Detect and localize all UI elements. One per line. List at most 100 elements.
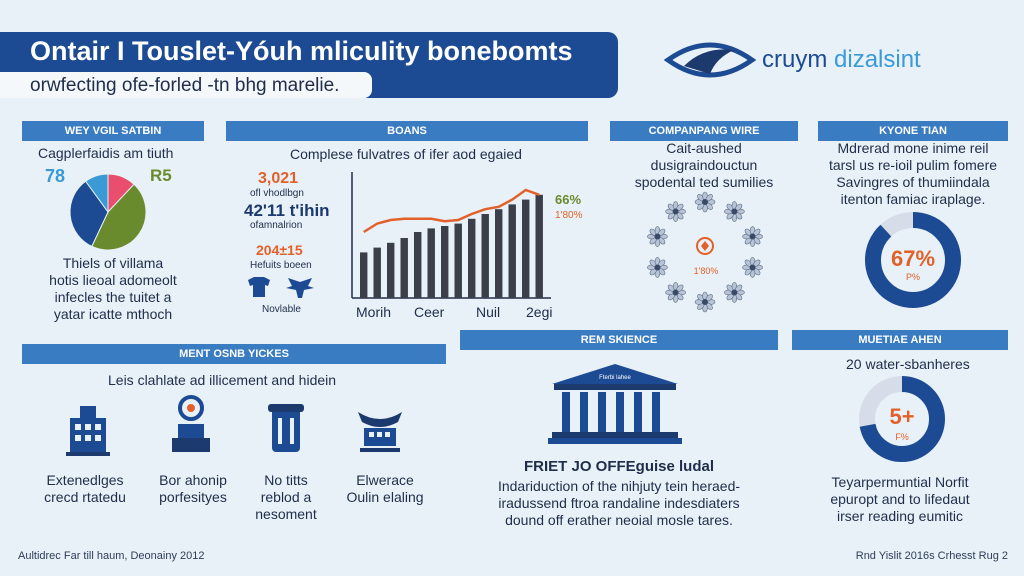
x-label: Morih: [356, 304, 392, 320]
chart-bar: [360, 252, 368, 298]
flower-icon: [724, 201, 745, 222]
panel1-line: Thiels of villama: [62, 255, 164, 271]
bar-chart: [351, 172, 551, 299]
pie-slice: [84, 173, 109, 214]
flower-icon: [665, 201, 686, 222]
panel4-line: itenton famiac iraplage.: [840, 191, 986, 207]
donut-chart-2: [859, 376, 945, 462]
panel5-item: Bor ahonip porfesityes: [138, 472, 248, 506]
stat3-label: Hefuits boeen: [250, 260, 312, 271]
page-title: Ontair I Touslet-Yóuh mlicuIity bonebomt…: [30, 36, 573, 66]
chart-bar: [427, 228, 435, 298]
subtitle-banner: orwfecting ofe-forled -tn bhg marelie.: [0, 72, 372, 98]
flower-center: [702, 299, 708, 305]
panel6-text: Indariduction of the nihjuty tein heraed…: [460, 478, 778, 529]
panel3-header: COMPANPANG WIRE: [610, 121, 798, 141]
stat1-label: ofl vhodlbgn: [250, 188, 304, 199]
panel6-line: Indariduction of the nihjuty tein heraed…: [497, 478, 741, 494]
chart-bar: [508, 204, 516, 298]
flower-center: [749, 233, 756, 240]
panel4-header: KYONE TIAN: [818, 121, 1008, 141]
flower-icon: [742, 257, 763, 278]
donut1-value: 67%: [890, 246, 936, 271]
flower-center: [731, 289, 738, 296]
bridge-icon: [358, 412, 402, 452]
x-label: Nuil: [476, 304, 501, 320]
panel6-header: REM SKIENCE: [460, 330, 778, 350]
award-icon: [172, 395, 210, 452]
panel6-line: iradussend ftroa randaline indesdiaters: [498, 495, 740, 511]
flower-icon: [647, 257, 668, 278]
chart-line: [363, 188, 540, 234]
panel1-line: hotis lieoal adomeolt: [49, 272, 177, 288]
flower-center: [654, 264, 661, 271]
cylinder-icon: [268, 404, 304, 452]
panel4-text: Mdrerad mone inime reil tarsl us re-ioil…: [818, 140, 1008, 208]
donut2-sub: F%: [895, 432, 909, 442]
panel5-item-line: Oulin elaling: [346, 489, 424, 505]
panel3-text: Cait-aushed dusigraindouctun spodental t…: [610, 140, 798, 191]
flower-center: [654, 233, 661, 240]
panel7-header: MUETIAE AHEN: [792, 330, 1008, 350]
panel4-line: Mdrerad mone inime reil: [837, 140, 989, 156]
brand-name: cruym dizalsint: [762, 46, 921, 73]
donut-arc: [865, 212, 961, 308]
pie-slice: [69, 180, 109, 248]
panel6-line: dound off erather neoial mosle tares.: [505, 512, 733, 528]
center-emblem-icon: [696, 237, 714, 255]
stat1-value: 3,021: [258, 170, 299, 187]
pie-left-label: 78: [45, 166, 66, 186]
chart-bar: [468, 218, 476, 298]
building-icon: [66, 406, 110, 456]
chart-bar: [373, 247, 381, 298]
chart-bar: [414, 232, 422, 298]
chart-caption: Complese fulvatres of ifer aod egaied: [290, 146, 522, 162]
brand-eye-icon: [663, 42, 757, 78]
flower-center: [702, 199, 708, 205]
flower-center: [672, 208, 679, 215]
panel5-item-line: No titts: [264, 472, 308, 488]
chart-bar: [400, 238, 408, 298]
temple-label: Fterbi lahee: [599, 375, 631, 381]
flower-icon: [724, 282, 745, 303]
pie-slice: [91, 183, 147, 251]
chart-bar: [387, 242, 395, 298]
chart-right-value1: 66%: [555, 192, 582, 207]
panel5-item: Extenedlges crecd rtatedu: [30, 472, 140, 506]
panel5-item-line: porfesityes: [159, 489, 227, 505]
stat-eagle-icon: [286, 278, 314, 298]
chart-bar: [454, 223, 462, 298]
panel4-line: tarsl us re-ioil pulim fomere: [828, 157, 998, 173]
flower-icon: [694, 191, 716, 213]
donut2-value: 5+: [889, 404, 915, 429]
chart-bar: [495, 209, 503, 298]
panel7-text: Teyarpermuntial Norfit epuropt and to li…: [792, 474, 1008, 525]
panel7-line: epuropt and to lifedaut: [830, 491, 970, 507]
panel5-item-line: crecd rtatedu: [44, 489, 126, 505]
flower-center: [731, 208, 738, 215]
flower-icon: [665, 282, 686, 303]
donut-arc: [859, 376, 945, 462]
panel1-line: infecles the tuitet a: [54, 289, 172, 305]
panel7-caption: 20 water-sbanheres: [846, 356, 970, 372]
flower-icon: [742, 226, 763, 247]
pie-right-label: R5: [150, 166, 172, 185]
center-emblem-label: 1'80%: [693, 266, 719, 276]
panel5-item: No titts reblod a nesoment: [236, 472, 336, 523]
stat2-label: ofamnalrion: [250, 220, 303, 231]
panel5-item: Elwerace Oulin elaling: [330, 472, 440, 506]
panel1-header: WEY VGIL SATBIN: [22, 121, 204, 141]
footer-right: Rnd Yislit 2016s Crhesst Rug 2: [855, 550, 1008, 562]
panel1-caption: Cagplerfaidis am tiuth: [38, 145, 174, 161]
flower-icon: [647, 226, 668, 247]
panel3-line: spodental ted sumilies: [634, 174, 774, 190]
panel1-text: Thiels of villama hotis lieoal adomeolt …: [22, 255, 204, 323]
flower-icon: [694, 291, 716, 313]
footer-left: Aultidrec Far till haum, Deonainy 2012: [18, 550, 205, 562]
flower-center: [672, 289, 679, 296]
donut-chart-1: [865, 212, 961, 308]
panel2-header: BOANS: [226, 121, 588, 141]
panel5-item-line: Elwerace: [356, 472, 414, 488]
flower-ring-diagram: [647, 191, 763, 313]
panel5-item-line: reblod a: [260, 489, 312, 505]
